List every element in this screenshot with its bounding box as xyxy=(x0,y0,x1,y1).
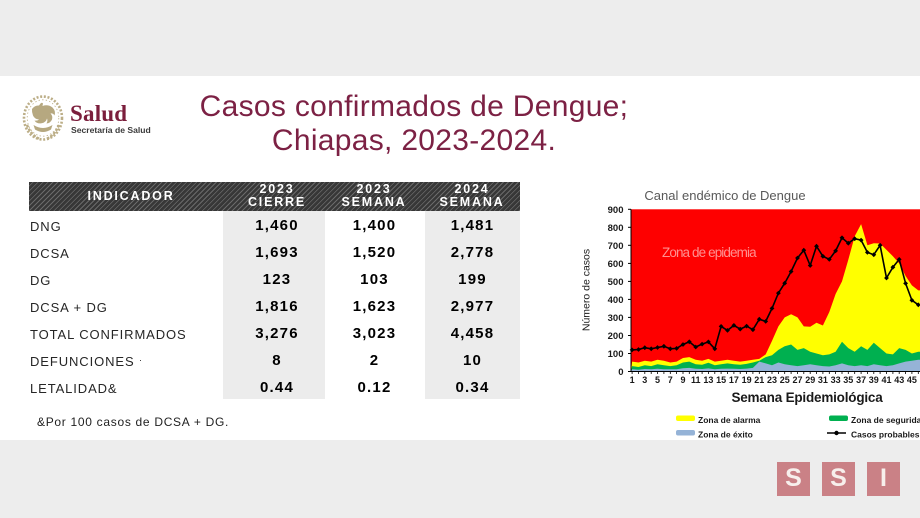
svg-text:800: 800 xyxy=(608,223,624,234)
svg-text:Número de casos: Número de casos xyxy=(581,249,593,331)
svg-text:35: 35 xyxy=(843,375,853,385)
svg-text:11: 11 xyxy=(691,375,701,385)
svg-text:27: 27 xyxy=(792,375,802,385)
svg-text:600: 600 xyxy=(608,259,624,270)
svg-text:19: 19 xyxy=(742,375,752,385)
svg-text:31: 31 xyxy=(818,375,828,385)
svg-text:Zona de seguridad: Zona de seguridad xyxy=(851,415,920,425)
svg-text:100: 100 xyxy=(608,349,624,360)
svg-text:29: 29 xyxy=(805,375,815,385)
svg-text:3: 3 xyxy=(642,375,647,385)
svg-text:500: 500 xyxy=(608,277,624,288)
svg-text:0: 0 xyxy=(618,367,623,378)
svg-text:15: 15 xyxy=(716,375,726,385)
svg-text:25: 25 xyxy=(780,375,790,385)
svg-text:Semana Epidemiológica: Semana Epidemiológica xyxy=(731,390,883,405)
svg-text:39: 39 xyxy=(869,375,879,385)
svg-text:5: 5 xyxy=(655,375,660,385)
svg-text:300: 300 xyxy=(608,313,624,324)
svg-text:700: 700 xyxy=(608,241,624,252)
svg-text:1: 1 xyxy=(630,375,635,385)
svg-text:45: 45 xyxy=(907,375,917,385)
svg-text:200: 200 xyxy=(608,331,624,342)
svg-text:37: 37 xyxy=(856,375,866,385)
svg-text:400: 400 xyxy=(608,295,624,306)
svg-text:Zona de alarma: Zona de alarma xyxy=(698,415,761,425)
svg-text:33: 33 xyxy=(831,375,841,385)
svg-text:41: 41 xyxy=(881,375,891,385)
svg-text:900: 900 xyxy=(608,205,624,216)
svg-text:17: 17 xyxy=(729,375,739,385)
svg-text:Zona de epidemia: Zona de epidemia xyxy=(662,245,757,260)
svg-text:7: 7 xyxy=(668,375,673,385)
svg-text:43: 43 xyxy=(894,375,904,385)
svg-text:Zona de éxito: Zona de éxito xyxy=(698,430,753,440)
svg-text:21: 21 xyxy=(754,375,764,385)
svg-text:Canal endémico de Dengue: Canal endémico de Dengue xyxy=(644,188,805,203)
svg-text:13: 13 xyxy=(703,375,713,385)
svg-text:Casos probables 2: Casos probables 2 xyxy=(851,430,920,440)
svg-text:9: 9 xyxy=(680,375,685,385)
svg-text:23: 23 xyxy=(767,375,777,385)
